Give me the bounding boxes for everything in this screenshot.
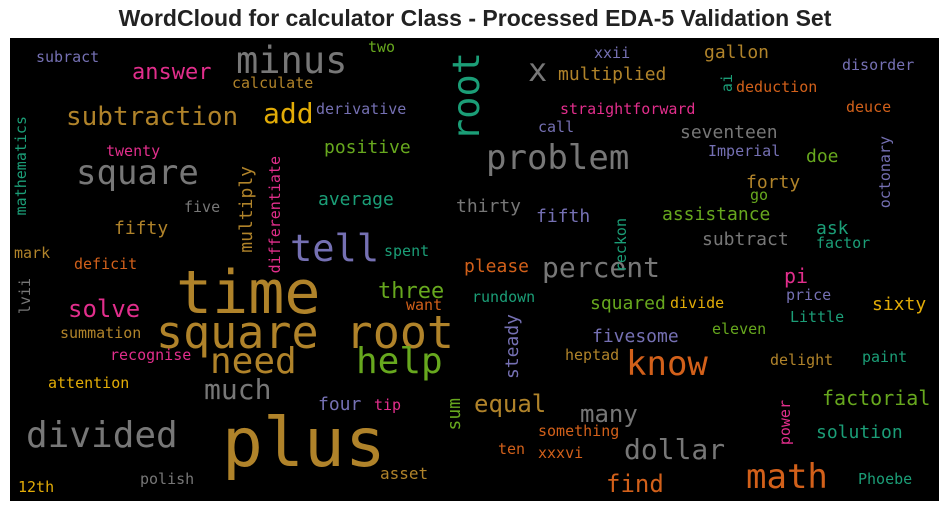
word-ten: ten [498, 440, 526, 458]
word-go: go [750, 186, 769, 204]
word-xxii: xxii [594, 44, 631, 62]
word-disorder: disorder [842, 56, 915, 74]
word-ask: ask [816, 218, 849, 239]
word-x: x [528, 51, 548, 89]
word-fivesome: fivesome [592, 326, 679, 347]
word-asset: asset [380, 464, 429, 483]
word-summation: summation [60, 324, 142, 342]
word-help: help [356, 341, 443, 382]
word-forty: forty [746, 172, 801, 193]
word-calculate: calculate [232, 74, 314, 92]
word-subract: subract [36, 48, 100, 66]
word-divide: divide [670, 294, 725, 312]
word-three: three [378, 279, 445, 304]
word-deduction: deduction [736, 78, 818, 96]
word-subtraction: subtraction [66, 102, 239, 132]
word-thirty: thirty [456, 196, 522, 217]
word-mark: mark [14, 244, 51, 262]
word-time: time [176, 258, 321, 328]
word-twenty: twenty [106, 142, 161, 160]
word-add: add [263, 97, 314, 130]
word-phoebe: Phoebe [858, 470, 913, 488]
word-many: many [580, 400, 638, 428]
word-find: find [606, 470, 664, 498]
word-little: Little [790, 308, 845, 326]
word-plus: plus [222, 404, 386, 483]
word-assistance: assistance [662, 204, 771, 225]
word-positive: positive [324, 137, 411, 158]
word-paint: paint [862, 348, 908, 366]
word-recognise: recognise [110, 346, 192, 364]
word-math: math [746, 457, 828, 497]
word-factor: factor [816, 234, 871, 252]
word-solve: solve [68, 295, 141, 323]
word-power: power [776, 400, 794, 446]
word-delight: delight [770, 351, 834, 369]
word-four: four [318, 394, 362, 415]
word-gallon: gallon [704, 42, 770, 63]
word-square-root: square root [156, 306, 455, 359]
word-please: please [464, 256, 530, 277]
word-average: average [318, 189, 394, 210]
word-percent: percent [542, 251, 661, 284]
word-want: want [406, 296, 443, 314]
word-steady: steady [502, 314, 523, 380]
word-spent: spent [384, 242, 430, 260]
word-much: much [204, 373, 272, 406]
word-sixty: sixty [872, 294, 927, 315]
word-divided: divided [26, 415, 178, 456]
word-need: need [210, 341, 297, 382]
word-reckon: reckon [612, 218, 630, 273]
word-seventeen: seventeen [680, 122, 778, 143]
word-deuce: deuce [846, 98, 892, 116]
word-solution: solution [816, 422, 903, 443]
word-differentiate: differentiate [266, 156, 284, 274]
word-fifty: fifty [114, 218, 169, 239]
word-equal: equal [474, 390, 547, 418]
word-multiplied: multiplied [558, 64, 667, 85]
word-sum: sum [444, 398, 465, 431]
word-call: call [538, 118, 575, 136]
word-know: know [626, 344, 708, 384]
word-imperial: Imperial [708, 142, 781, 160]
word-dollar: dollar [624, 433, 726, 466]
word-ai: ai [718, 74, 736, 93]
word-fifth: fifth [536, 206, 591, 227]
word-eleven: eleven [712, 320, 767, 338]
word-squared: squared [590, 293, 666, 314]
word-pi: pi [784, 264, 809, 288]
word-tell: tell [290, 227, 380, 270]
word-five: five [184, 198, 221, 216]
word-minus: minus [236, 39, 348, 82]
word-problem: problem [486, 138, 630, 178]
word-price: price [786, 286, 832, 304]
word-12th: 12th [18, 478, 55, 496]
chart-title: WordCloud for calculator Class - Process… [118, 5, 832, 31]
word-derivative: derivative [316, 100, 407, 118]
word-tip: tip [374, 396, 402, 414]
word-something: something [538, 422, 620, 440]
word-two: two [368, 38, 396, 56]
word-polish: polish [140, 470, 195, 488]
word-octonary: octonary [876, 136, 894, 209]
word-subtract: subtract [702, 229, 789, 250]
word-multiply: multiply [236, 166, 257, 253]
word-lvii: lvii [16, 278, 34, 315]
word-rundown: rundown [472, 288, 536, 306]
word-attention: attention [48, 374, 130, 392]
word-mathematics: mathematics [12, 116, 30, 216]
word-cloud: plus time square root tell root minus square pr… [10, 38, 939, 501]
word-factorial: factorial [822, 386, 931, 410]
word-heptad: heptad [565, 346, 620, 364]
word-root: root [445, 52, 488, 142]
word-doe: doe [806, 146, 839, 167]
word-straightforward: straightforward [560, 100, 696, 118]
word-deficit: deficit [74, 255, 138, 273]
word-answer: answer [132, 60, 212, 85]
word-xxxvi: xxxvi [538, 444, 584, 462]
word-square: square [76, 153, 199, 193]
